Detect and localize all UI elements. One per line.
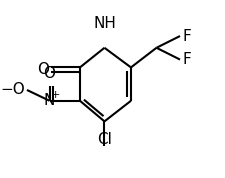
Text: O: O [37, 62, 49, 77]
Text: F: F [182, 28, 190, 43]
Text: Cl: Cl [97, 132, 111, 148]
Text: NH: NH [93, 16, 115, 31]
Text: +: + [50, 90, 59, 100]
Text: −O: −O [1, 82, 25, 98]
Text: O: O [43, 66, 55, 81]
Text: F: F [182, 52, 190, 67]
Text: N: N [44, 93, 55, 108]
